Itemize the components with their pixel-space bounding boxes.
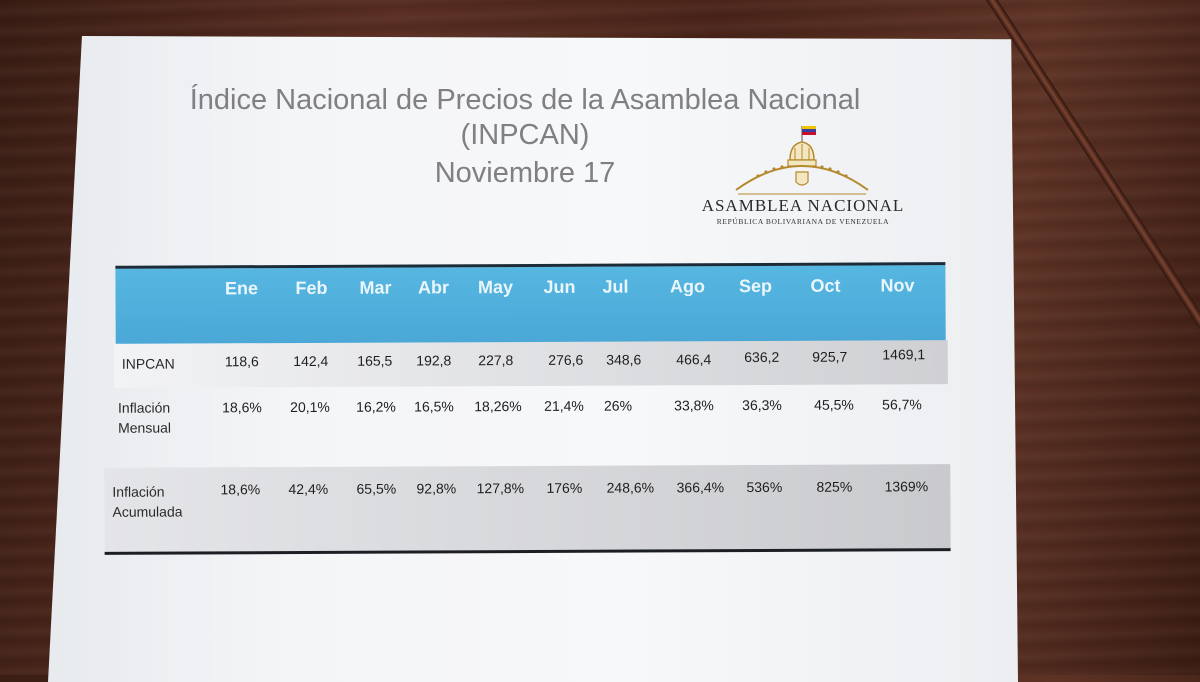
header-month: Abr xyxy=(417,277,450,298)
header-month: Jul xyxy=(602,276,629,297)
title-line-2: (INPCAN) xyxy=(460,119,590,152)
row-label-line: Acumulada xyxy=(112,503,183,521)
table-cell: 925,7 xyxy=(812,348,848,365)
capitol-emblem-icon xyxy=(735,126,869,195)
table-cell: 227,8 xyxy=(478,352,514,369)
header-month: Oct xyxy=(810,275,841,296)
row-label-line: Mensual xyxy=(118,419,172,437)
table-row-inflacion-mensual: Inflación Mensual 18,6% 20,1% 16,2% 16,5… xyxy=(104,384,950,468)
table-cell: 1369% xyxy=(884,478,929,495)
table-cell: 536% xyxy=(746,478,783,496)
logo-name: ASAMBLEA NACIONAL xyxy=(701,196,905,215)
table-cell: 56,7% xyxy=(882,396,922,413)
table-row-inpcan: INPCAN 118,6 142,4 165,5 192,8 227,8 276… xyxy=(113,340,948,388)
row-label: Inflación Acumulada xyxy=(112,482,182,523)
document-title: Índice Nacional de Precios de la Asamble… xyxy=(130,84,920,190)
header-month: Mar xyxy=(359,277,392,298)
inflation-table: Ene Feb Mar Abr May Jun Jul Ago Sep Oct … xyxy=(103,260,951,555)
row-label-line: Inflación xyxy=(112,483,165,500)
header-month: Ene xyxy=(224,278,259,299)
header-month: Sep xyxy=(738,275,773,297)
table-cell: 248,6% xyxy=(606,479,655,496)
table-cell: 36,3% xyxy=(742,396,782,414)
header-month: May xyxy=(477,277,514,298)
header-month: Ago xyxy=(669,276,706,297)
logo-subtitle: REPÚBLICA BOLIVARIANA DE VENEZUELA xyxy=(716,217,890,226)
table-cell: 348,6 xyxy=(606,351,642,368)
title-line-3: Noviembre 17 xyxy=(434,156,616,189)
row-label-line: Inflación xyxy=(117,399,171,416)
header-month: Feb xyxy=(295,277,328,299)
table-cell: 1469,1 xyxy=(882,346,926,363)
table-cell: 26% xyxy=(603,397,633,414)
row-label: Inflación Mensual xyxy=(118,398,171,439)
table-header-row: Ene Feb Mar Abr May Jun Jul Ago Sep Oct … xyxy=(115,262,946,347)
table-row-inflacion-acumulada: Inflación Acumulada 18,6% 42,4% 65,5% 92… xyxy=(104,464,951,555)
row-label: INPCAN xyxy=(121,355,175,372)
table-cell: 825% xyxy=(816,478,853,495)
header-month: Jun xyxy=(543,276,576,297)
title-line-1: Índice Nacional de Precios de la Asamble… xyxy=(189,84,861,116)
header-month: Nov xyxy=(880,275,915,296)
asamblea-nacional-logo: ASAMBLEA NACIONAL REPÚBLICA BOLIVARIANA … xyxy=(698,122,908,232)
